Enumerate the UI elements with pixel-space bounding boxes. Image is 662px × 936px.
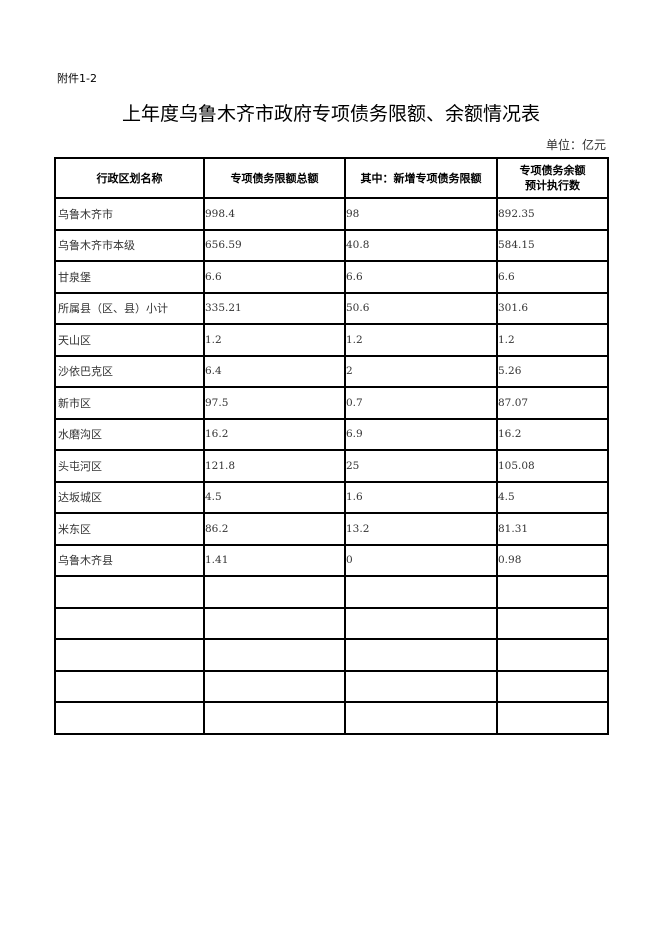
- table-row: 甘泉堡 6.6 6.6 6.6: [54, 260, 609, 294]
- unit-label: 单位：亿元: [545, 138, 606, 152]
- cell-region-name: 头屯河区: [54, 449, 205, 483]
- cell-region-name: [54, 701, 205, 735]
- cell-limit-total: 121.8: [203, 449, 346, 483]
- cell-new-limit: 50.6: [344, 291, 498, 325]
- cell-balance-estimate: 6.6: [496, 260, 609, 294]
- cell-region-name: 甘泉堡: [54, 260, 205, 294]
- cell-new-limit: [344, 669, 498, 703]
- table-row: 天山区 1.2 1.2 1.2: [54, 323, 609, 357]
- cell-balance-estimate: [496, 575, 609, 609]
- cell-balance-estimate: 87.07: [496, 386, 609, 420]
- cell-region-name: [54, 638, 205, 672]
- header-new-limit: 其中：新增专项债务限额: [344, 157, 498, 199]
- cell-limit-total: 1.41: [203, 543, 346, 577]
- cell-limit-total: 335.21: [203, 291, 346, 325]
- cell-balance-estimate: 892.35: [496, 197, 609, 231]
- cell-region-name: 所属县（区、县）小计: [54, 291, 205, 325]
- table-row: 所属县（区、县）小计 335.21 50.6 301.6: [54, 291, 609, 325]
- cell-new-limit: [344, 701, 498, 735]
- cell-region-name: 达坂城区: [54, 480, 205, 514]
- cell-limit-total: [203, 575, 346, 609]
- cell-new-limit: 40.8: [344, 228, 498, 262]
- cell-region-name: [54, 606, 205, 640]
- header-balance-line1: 专项债务余额: [519, 164, 586, 177]
- cell-new-limit: 1.2: [344, 323, 498, 357]
- cell-balance-estimate: [496, 669, 609, 703]
- cell-new-limit: 6.6: [344, 260, 498, 294]
- cell-region-name: 天山区: [54, 323, 205, 357]
- cell-region-name: [54, 669, 205, 703]
- table-header-row: 行政区划名称 专项债务限额总额 其中：新增专项债务限额 专项债务余额 预计执行数: [54, 157, 609, 199]
- cell-new-limit: [344, 606, 498, 640]
- cell-limit-total: [203, 638, 346, 672]
- cell-limit-total: 656.59: [203, 228, 346, 262]
- cell-balance-estimate: 1.2: [496, 323, 609, 357]
- cell-balance-estimate: 16.2: [496, 417, 609, 451]
- cell-region-name: 新市区: [54, 386, 205, 420]
- cell-new-limit: 0: [344, 543, 498, 577]
- table-row: [54, 669, 609, 703]
- table-body: 乌鲁木齐市 998.4 98 892.35 乌鲁木齐市本级 656.59 40.8 584.1…: [54, 197, 609, 735]
- table-row: 水磨沟区 16.2 6.9 16.2: [54, 417, 609, 451]
- table-row: 乌鲁木齐市 998.4 98 892.35: [54, 197, 609, 231]
- cell-new-limit: 25: [344, 449, 498, 483]
- cell-region-name: 乌鲁木齐市本级: [54, 228, 205, 262]
- debt-table: 行政区划名称 专项债务限额总额 其中：新增专项债务限额 专项债务余额 预计执行数…: [54, 157, 609, 735]
- cell-new-limit: 6.9: [344, 417, 498, 451]
- cell-balance-estimate: 0.98: [496, 543, 609, 577]
- cell-new-limit: 2: [344, 354, 498, 388]
- cell-new-limit: 98: [344, 197, 498, 231]
- table-row: [54, 701, 609, 735]
- cell-limit-total: [203, 701, 346, 735]
- cell-balance-estimate: 301.6: [496, 291, 609, 325]
- cell-balance-estimate: [496, 638, 609, 672]
- header-limit-total: 专项债务限额总额: [203, 157, 346, 199]
- cell-balance-estimate: [496, 701, 609, 735]
- table-row: 达坂城区 4.5 1.6 4.5: [54, 480, 609, 514]
- page-title: 上年度乌鲁木齐市政府专项债务限额、余额情况表: [121, 103, 540, 125]
- table-row: 沙依巴克区 6.4 2 5.26: [54, 354, 609, 388]
- table-row: 米东区 86.2 13.2 81.31: [54, 512, 609, 546]
- cell-limit-total: 4.5: [203, 480, 346, 514]
- table-row: [54, 606, 609, 640]
- cell-region-name: [54, 575, 205, 609]
- cell-new-limit: 13.2: [344, 512, 498, 546]
- table-row: 乌鲁木齐市本级 656.59 40.8 584.15: [54, 228, 609, 262]
- cell-limit-total: 998.4: [203, 197, 346, 231]
- cell-region-name: 米东区: [54, 512, 205, 546]
- cell-region-name: 水磨沟区: [54, 417, 205, 451]
- cell-new-limit: [344, 575, 498, 609]
- cell-balance-estimate: 584.15: [496, 228, 609, 262]
- header-balance-line2: 预计执行数: [525, 179, 580, 192]
- cell-new-limit: 1.6: [344, 480, 498, 514]
- cell-balance-estimate: 105.08: [496, 449, 609, 483]
- cell-region-name: 沙依巴克区: [54, 354, 205, 388]
- cell-region-name: 乌鲁木齐市: [54, 197, 205, 231]
- cell-limit-total: 1.2: [203, 323, 346, 357]
- header-region-name: 行政区划名称: [54, 157, 205, 199]
- cell-balance-estimate: 81.31: [496, 512, 609, 546]
- cell-limit-total: 16.2: [203, 417, 346, 451]
- cell-limit-total: [203, 606, 346, 640]
- cell-limit-total: 97.5: [203, 386, 346, 420]
- cell-region-name: 乌鲁木齐县: [54, 543, 205, 577]
- cell-limit-total: [203, 669, 346, 703]
- header-balance-estimate: 专项债务余额 预计执行数: [496, 157, 609, 199]
- cell-limit-total: 6.4: [203, 354, 346, 388]
- table-row: [54, 575, 609, 609]
- cell-balance-estimate: 5.26: [496, 354, 609, 388]
- cell-new-limit: [344, 638, 498, 672]
- cell-balance-estimate: 4.5: [496, 480, 609, 514]
- cell-new-limit: 0.7: [344, 386, 498, 420]
- cell-limit-total: 86.2: [203, 512, 346, 546]
- table-row: 头屯河区 121.8 25 105.08: [54, 449, 609, 483]
- cell-balance-estimate: [496, 606, 609, 640]
- table-row: 新市区 97.5 0.7 87.07: [54, 386, 609, 420]
- attachment-label: 附件1-2: [57, 72, 97, 85]
- cell-limit-total: 6.6: [203, 260, 346, 294]
- table-row: 乌鲁木齐县 1.41 0 0.98: [54, 543, 609, 577]
- table-row: [54, 638, 609, 672]
